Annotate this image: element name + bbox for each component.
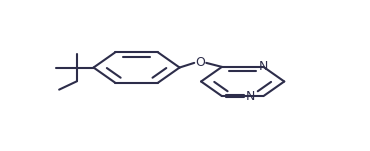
Text: N: N (259, 60, 268, 73)
Text: O: O (196, 56, 205, 69)
Text: N: N (246, 90, 255, 103)
